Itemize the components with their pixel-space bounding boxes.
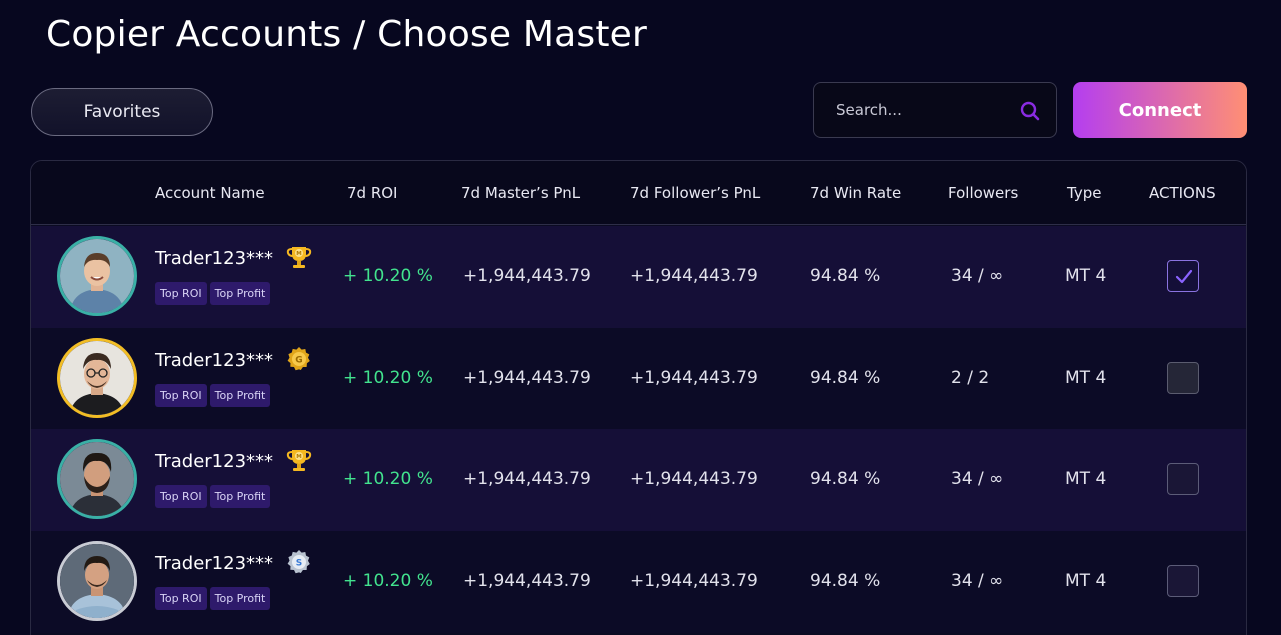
avatar: [57, 338, 137, 418]
follower-pnl-value: +1,944,443.79: [630, 368, 758, 388]
select-checkbox[interactable]: [1167, 463, 1199, 495]
tag-top-profit: Top Profit: [209, 384, 271, 407]
tag-top-roi: Top ROI: [155, 587, 207, 610]
tag-top-roi: Top ROI: [155, 485, 207, 508]
svg-text:G: G: [295, 356, 302, 366]
table-row[interactable]: Trader123*** G Top ROI Top Profit + 10.2…: [31, 328, 1246, 430]
page-title: Copier Accounts / Choose Master: [46, 14, 648, 55]
tag-top-profit: Top Profit: [209, 282, 271, 305]
tag-list: Top ROI Top Profit: [155, 587, 271, 610]
trophy-icon: M: [286, 450, 312, 471]
connect-button[interactable]: Connect: [1073, 82, 1247, 138]
table-row[interactable]: Trader123*** S Top ROI Top Profit + 10.2…: [31, 531, 1246, 633]
master-accounts-table: Account Name 7d ROI 7d Master’s PnL 7d F…: [30, 160, 1247, 635]
header-7d-follower-pnl[interactable]: 7d Follower’s PnL: [630, 184, 761, 202]
table-row[interactable]: Trader123*** M Top ROI Top Profit + 10.2…: [31, 226, 1246, 328]
followers-value: 34 / ∞: [951, 266, 1004, 286]
svg-text:M: M: [296, 454, 301, 460]
select-checkbox[interactable]: [1167, 362, 1199, 394]
win-rate-value: 94.84 %: [810, 368, 881, 388]
follower-pnl-value: +1,944,443.79: [630, 571, 758, 591]
win-rate-value: 94.84 %: [810, 266, 881, 286]
silver-medal-icon: S: [287, 550, 310, 574]
follower-pnl-value: +1,944,443.79: [630, 469, 758, 489]
select-checkbox[interactable]: [1167, 565, 1199, 597]
header-7d-master-pnl[interactable]: 7d Master’s PnL: [461, 184, 581, 202]
master-pnl-value: +1,944,443.79: [463, 368, 591, 388]
account-name[interactable]: Trader123***: [155, 451, 274, 472]
search-input[interactable]: [814, 83, 1014, 137]
header-7d-win-rate[interactable]: 7d Win Rate: [810, 184, 902, 202]
type-value: MT 4: [1065, 469, 1107, 489]
search-icon[interactable]: [1019, 100, 1041, 122]
roi-value: + 10.20 %: [343, 571, 433, 591]
header-actions: ACTIONS: [1149, 184, 1216, 202]
win-rate-value: 94.84 %: [810, 469, 881, 489]
header-account-name[interactable]: Account Name: [155, 184, 265, 202]
type-value: MT 4: [1065, 571, 1107, 591]
tag-top-roi: Top ROI: [155, 384, 207, 407]
header-7d-roi[interactable]: 7d ROI: [347, 184, 398, 202]
avatar: [57, 439, 137, 519]
type-value: MT 4: [1065, 368, 1107, 388]
table-header: Account Name 7d ROI 7d Master’s PnL 7d F…: [31, 161, 1246, 225]
master-pnl-value: +1,944,443.79: [463, 266, 591, 286]
win-rate-value: 94.84 %: [810, 571, 881, 591]
header-followers[interactable]: Followers: [948, 184, 1019, 202]
tag-list: Top ROI Top Profit: [155, 485, 271, 508]
account-name[interactable]: Trader123***: [155, 350, 274, 371]
favorites-button[interactable]: Favorites: [31, 88, 213, 136]
master-pnl-value: +1,944,443.79: [463, 469, 591, 489]
roi-value: + 10.20 %: [343, 368, 433, 388]
roi-value: + 10.20 %: [343, 266, 433, 286]
type-value: MT 4: [1065, 266, 1107, 286]
avatar: [57, 541, 137, 621]
avatar: [57, 236, 137, 316]
followers-value: 2 / 2: [951, 368, 990, 388]
tag-top-profit: Top Profit: [209, 485, 271, 508]
select-checkbox[interactable]: [1167, 260, 1199, 292]
roi-value: + 10.20 %: [343, 469, 433, 489]
checkmark-icon: [1175, 269, 1193, 284]
account-name[interactable]: Trader123***: [155, 553, 274, 574]
gold-medal-icon: G: [287, 347, 310, 371]
search-box: [813, 82, 1057, 138]
followers-value: 34 / ∞: [951, 571, 1004, 591]
tag-list: Top ROI Top Profit: [155, 384, 271, 407]
header-type[interactable]: Type: [1067, 184, 1102, 202]
svg-text:S: S: [296, 559, 302, 569]
tag-top-profit: Top Profit: [209, 587, 271, 610]
followers-value: 34 / ∞: [951, 469, 1004, 489]
follower-pnl-value: +1,944,443.79: [630, 266, 758, 286]
svg-text:M: M: [296, 251, 301, 257]
trophy-icon: M: [286, 247, 312, 268]
tag-top-roi: Top ROI: [155, 282, 207, 305]
table-row[interactable]: Trader123*** M Top ROI Top Profit + 10.2…: [31, 429, 1246, 531]
master-pnl-value: +1,944,443.79: [463, 571, 591, 591]
tag-list: Top ROI Top Profit: [155, 282, 271, 305]
account-name[interactable]: Trader123***: [155, 248, 274, 269]
